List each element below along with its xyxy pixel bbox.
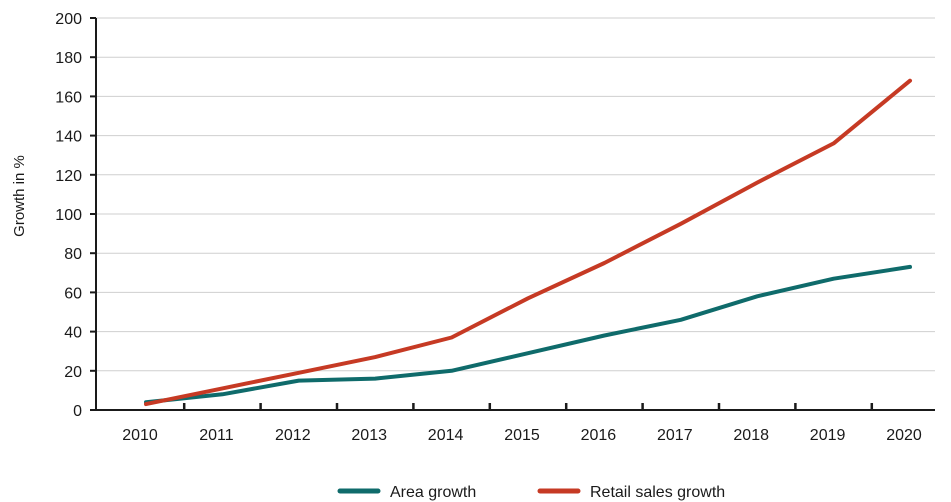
x-tick-label: 2016	[581, 427, 617, 444]
y-tick-label: 40	[64, 325, 82, 342]
x-tick-label: 2011	[199, 427, 234, 444]
y-tick-label: 200	[55, 11, 82, 28]
y-tick-label: 120	[55, 168, 82, 185]
y-axis-ticks: 0 20 40 60 80 100 120 140 160 180 200	[55, 11, 96, 420]
x-tick-label: 2017	[657, 427, 693, 444]
x-tick-label: 2015	[504, 427, 540, 444]
y-tick-label: 20	[64, 364, 82, 381]
x-tick-label: 2013	[351, 427, 387, 444]
x-tick-label: 2012	[275, 427, 311, 444]
legend-label: Area growth	[390, 484, 476, 501]
legend: Area growth Retail sales growth	[337, 484, 725, 501]
y-axis-title: Growth in %	[11, 155, 28, 237]
y-tick-label: 0	[73, 403, 82, 420]
y-tick-label: 140	[55, 129, 82, 146]
x-tick-label: 2020	[886, 427, 922, 444]
gridlines	[96, 17, 935, 372]
x-tick-label: 2014	[428, 427, 464, 444]
x-tick-label: 2010	[122, 427, 158, 444]
series-lines	[144, 78, 912, 407]
y-tick-label: 80	[64, 246, 82, 263]
legend-label: Retail sales growth	[590, 484, 725, 501]
y-tick-label: 100	[55, 207, 82, 224]
x-axis-ticks: 2010 2011 2012 2013 2014 2015 2016 2017 2018 2019…	[122, 403, 922, 444]
x-tick-label: 2018	[733, 427, 769, 444]
y-tick-label: 180	[55, 50, 82, 67]
y-tick-label: 160	[55, 89, 82, 106]
y-tick-label: 60	[64, 285, 82, 302]
series-line-area-growth	[144, 264, 912, 405]
x-tick-label: 2019	[810, 427, 846, 444]
series-line-retail-sales-growth	[144, 78, 912, 407]
